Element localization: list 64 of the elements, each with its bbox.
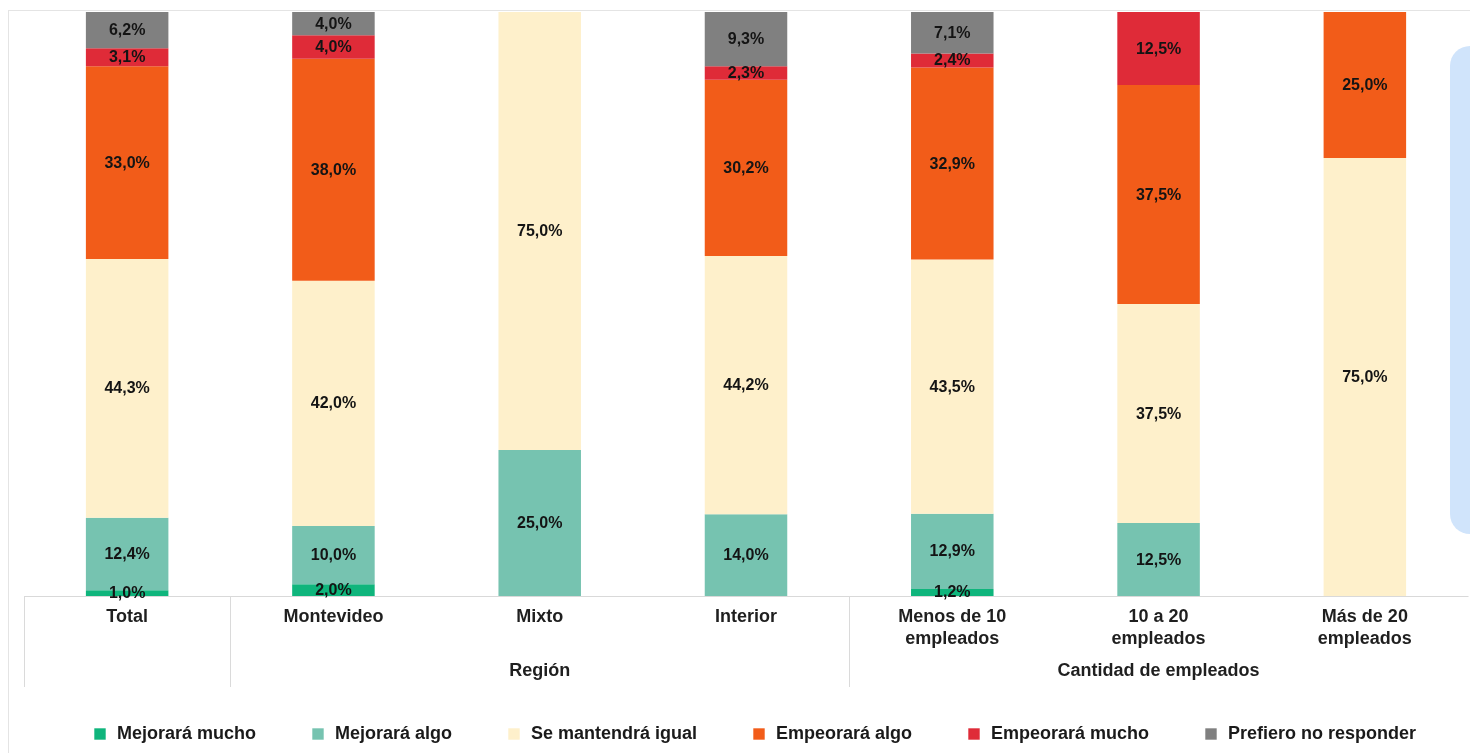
data-label: 25,0% — [1342, 76, 1388, 93]
data-label: 14,0% — [723, 546, 769, 564]
text: Región — [509, 660, 571, 680]
bar — [1117, 85, 1200, 304]
legend-label: Prefiero no responder — [1228, 723, 1417, 743]
bar — [704, 256, 788, 515]
bar — [498, 12, 581, 450]
text: Cantidad de empleados — [1057, 660, 1260, 680]
data-label: 12,9% — [929, 542, 975, 560]
bar — [1117, 523, 1200, 596]
data-label: 42,0% — [310, 394, 357, 412]
data-label: 32,9% — [929, 154, 975, 172]
bar — [704, 12, 788, 67]
x-tick-label: Menos de 10 empleados — [898, 605, 1007, 648]
data-label: 12,5% — [1135, 550, 1182, 568]
bar — [1323, 158, 1407, 596]
legend-label: Empeorará mucho — [991, 723, 1150, 743]
bar — [498, 450, 581, 596]
data-label: 2,3% — [727, 64, 765, 82]
data-label: 37,5% — [1135, 185, 1182, 203]
bar — [292, 280, 375, 526]
data-label: 4,0% — [315, 38, 352, 56]
data-label: 2,0% — [315, 581, 352, 599]
bar — [1117, 12, 1200, 85]
legend-label: Se mantendrá igual — [531, 723, 698, 743]
data-label: 37,5% — [1135, 404, 1182, 422]
data-label: 75,0% — [1342, 368, 1388, 385]
bar — [292, 525, 375, 585]
data-label: 12,5% — [1135, 39, 1182, 57]
x-tick-label: Interior — [714, 605, 778, 626]
legend-label: Mejorará mucho — [117, 723, 257, 743]
x-tick-label: Más de 20 empleados — [1317, 605, 1412, 648]
bar — [704, 514, 788, 596]
x-tick-label: Total — [106, 605, 148, 626]
data-label: 30,2% — [723, 158, 769, 176]
data-label: 44,2% — [723, 376, 769, 394]
bar — [1117, 304, 1200, 523]
data-label: 12,4% — [104, 544, 150, 562]
data-label: 10,0% — [310, 546, 357, 564]
x-tick-label: Montevideo — [283, 605, 384, 626]
bar — [85, 259, 169, 518]
x-tick-label: Mixto — [516, 605, 564, 626]
bar — [85, 66, 169, 260]
data-label: 9,3% — [727, 30, 765, 48]
bar — [292, 58, 375, 281]
x-tick-label: 10 a 20 empleados — [1111, 605, 1206, 648]
data-label: 75,0% — [517, 222, 563, 239]
bar — [911, 12, 994, 54]
bar — [704, 79, 788, 257]
data-label: 43,5% — [929, 377, 975, 395]
data-label: 2,4% — [934, 51, 971, 69]
legend-label: Mejorará algo — [335, 723, 453, 743]
data-label: 33,0% — [104, 153, 150, 171]
bar — [911, 259, 994, 514]
data-label: 25,0% — [517, 514, 563, 531]
data-label: 38,0% — [310, 160, 357, 178]
bar — [1323, 12, 1407, 158]
data-label: 6,2% — [108, 21, 146, 39]
data-label: 44,3% — [104, 379, 150, 397]
data-label: 4,0% — [315, 14, 352, 32]
legend-label: Empeorará algo — [776, 723, 913, 743]
bar — [911, 67, 994, 260]
data-label: 3,1% — [108, 48, 146, 66]
data-label: 7,1% — [934, 23, 971, 41]
